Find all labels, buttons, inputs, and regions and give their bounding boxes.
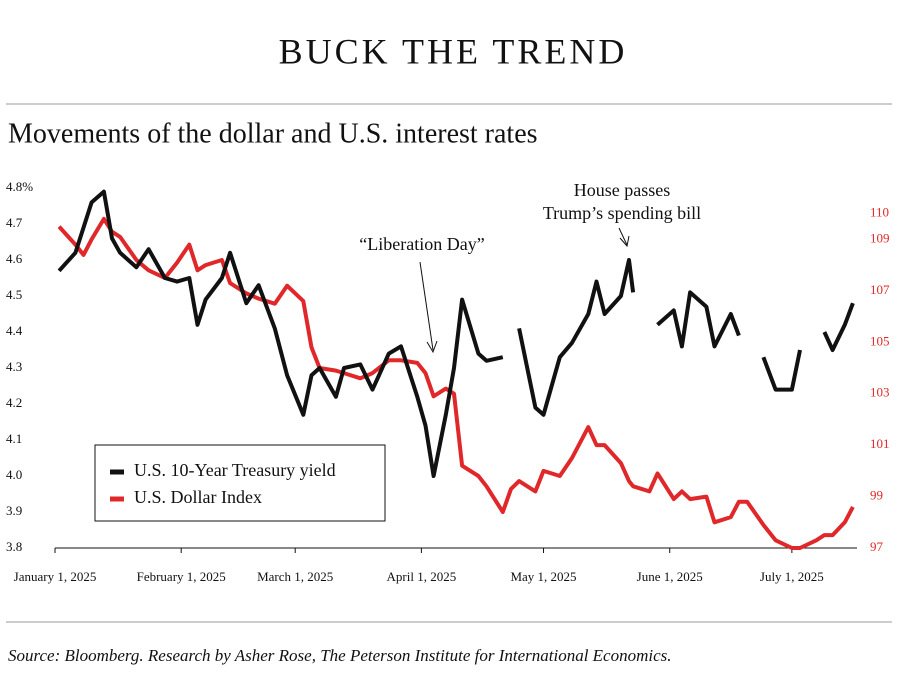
y-tick-label: 4.6 <box>6 251 23 266</box>
y2-tick-label: 107 <box>870 282 890 297</box>
arrow-head <box>426 340 438 354</box>
x-tick-label: May 1, 2025 <box>510 569 576 584</box>
chart-title: BUCK THE TREND <box>279 31 628 71</box>
y2-tick-label: 109 <box>870 230 890 245</box>
series-line <box>57 189 855 478</box>
y-tick-label: 4.5 <box>6 287 22 302</box>
y-tick-label: 4.3 <box>6 359 22 374</box>
annotation: Trump’s spending bill <box>543 203 701 223</box>
annotation-arrow <box>419 261 434 351</box>
y2-tick-label: 101 <box>870 436 890 451</box>
x-tick-label: April 1, 2025 <box>387 569 457 584</box>
legend-label: U.S. Dollar Index <box>134 487 262 507</box>
y-tick-label: 4.8% <box>6 179 33 194</box>
y-tick-label: 4.7 <box>6 215 23 230</box>
x-tick-label: July 1, 2025 <box>760 569 824 584</box>
y-tick-label: 4.4 <box>6 323 23 338</box>
y2-tick-label: 103 <box>870 385 890 400</box>
y2-tick-label: 97 <box>870 539 884 554</box>
y-tick-label: 4.0 <box>6 467 22 482</box>
y2-tick-label: 105 <box>870 333 890 348</box>
y2-tick-label: 99 <box>870 488 883 503</box>
y-tick-label: 3.9 <box>6 503 22 518</box>
series-line <box>57 216 855 550</box>
x-tick-label: June 1, 2025 <box>637 569 703 584</box>
x-tick-label: January 1, 2025 <box>14 569 97 584</box>
annotation: House passes <box>574 180 671 200</box>
arrow-head <box>619 235 630 248</box>
y2-tick-label: 110 <box>870 205 889 220</box>
y-tick-label: 3.8 <box>6 539 22 554</box>
source-note: Source: Bloomberg. Research by Asher Ros… <box>8 646 672 665</box>
y-tick-label: 4.1 <box>6 431 22 446</box>
x-tick-label: March 1, 2025 <box>257 569 333 584</box>
x-tick-label: February 1, 2025 <box>137 569 226 584</box>
annotation-arrow <box>618 227 628 246</box>
legend-box <box>94 444 386 522</box>
annotation: “Liberation Day” <box>359 234 484 254</box>
chart-subtitle: Movements of the dollar and U.S. interes… <box>8 118 538 149</box>
legend-label: U.S. 10-Year Treasury yield <box>134 460 336 480</box>
y-tick-label: 4.2 <box>6 395 22 410</box>
